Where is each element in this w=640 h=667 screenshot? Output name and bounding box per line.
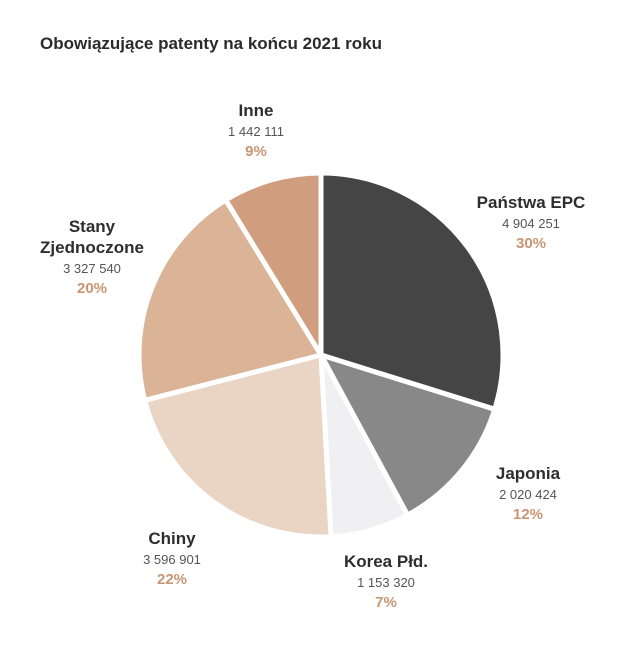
slice-label-chiny: Chiny 3 596 901 22% bbox=[143, 528, 201, 590]
slice-name: Państwa EPC bbox=[476, 193, 586, 212]
pie-slice-1 bbox=[318, 352, 498, 518]
slice-value: 1 153 320 bbox=[357, 575, 415, 590]
pie-slice-5 bbox=[223, 170, 324, 358]
pie-slice-4 bbox=[136, 197, 324, 403]
pie-slice-3 bbox=[142, 352, 334, 540]
slice-label-inne: Inne 1 442 111 9% bbox=[228, 100, 284, 162]
slice-percent: 7% bbox=[375, 594, 397, 611]
slice-percent: 22% bbox=[156, 571, 188, 588]
slice-name: Stany Zjednoczone bbox=[40, 217, 144, 257]
slice-name: Inne bbox=[238, 101, 274, 120]
slice-value: 2 020 424 bbox=[499, 487, 557, 502]
slice-label-japonia: Japonia 2 020 424 12% bbox=[496, 463, 560, 525]
slice-percent: 20% bbox=[76, 280, 108, 297]
slice-percent: 12% bbox=[512, 506, 544, 523]
pie-slice-0 bbox=[318, 170, 506, 412]
slice-label-korea: Korea Płd. 1 153 320 7% bbox=[344, 551, 428, 613]
slice-value: 4 904 251 bbox=[502, 216, 560, 231]
slice-name: Chiny bbox=[148, 529, 196, 548]
slice-label-stany-zjednoczone: Stany Zjednoczone 3 327 540 20% bbox=[32, 216, 152, 299]
chart-title: Obowiązujące patenty na końcu 2021 roku bbox=[40, 34, 382, 53]
slice-name: Japonia bbox=[495, 464, 561, 483]
slice-value: 3 327 540 bbox=[63, 261, 121, 276]
slice-percent: 30% bbox=[515, 235, 547, 252]
slice-name: Korea Płd. bbox=[343, 552, 429, 571]
slice-value: 3 596 901 bbox=[143, 552, 201, 567]
slice-percent: 9% bbox=[245, 143, 267, 160]
slice-value: 1 442 111 bbox=[228, 124, 284, 139]
slice-label-panstwa-epc: Państwa EPC 4 904 251 30% bbox=[477, 192, 586, 254]
